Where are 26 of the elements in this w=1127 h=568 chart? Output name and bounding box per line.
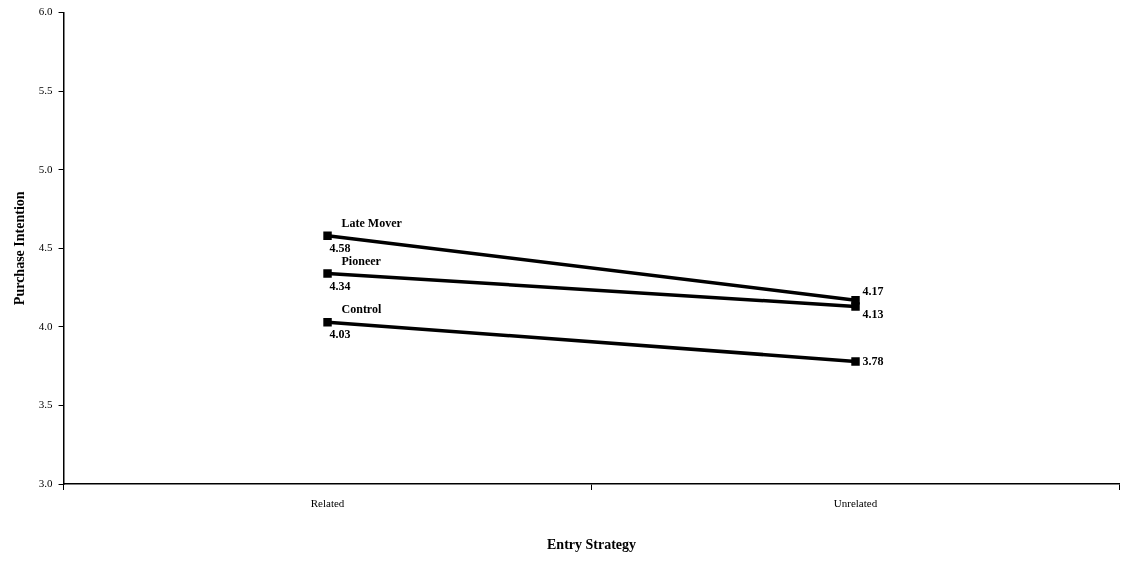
x-tick-label: Unrelated: [833, 497, 878, 510]
point: [851, 357, 860, 366]
y-tick-label: 3.0: [38, 476, 54, 489]
series-label: Late Mover: [341, 215, 403, 230]
point: [851, 302, 860, 311]
x-axis-title: Entry Strategy: [547, 537, 637, 553]
point: [323, 269, 332, 278]
data-label: 4.03: [329, 327, 351, 342]
x-tick-label: Related: [310, 497, 345, 510]
point: [323, 317, 332, 327]
series-label: Control: [341, 302, 382, 317]
data-label: 4.58: [329, 240, 351, 255]
data-label: 3.78: [862, 353, 884, 368]
y-tick-label: 3.5: [38, 398, 54, 411]
series-label: Pioneer: [341, 253, 382, 268]
y-tick-label: 4.5: [38, 241, 54, 254]
point: [851, 295, 860, 305]
y-tick-label: 5.5: [38, 84, 54, 97]
y-tick-label: 4.0: [38, 319, 54, 332]
y-tick-label: 6.0: [38, 5, 54, 18]
data-label: 4.17: [862, 284, 884, 299]
y-tick-label: 5.0: [38, 162, 54, 175]
y-axis-title: Purchase Intention: [12, 191, 28, 306]
data-label: 4.13: [862, 306, 884, 321]
data-label: 4.34: [329, 278, 351, 293]
point: [323, 231, 332, 240]
